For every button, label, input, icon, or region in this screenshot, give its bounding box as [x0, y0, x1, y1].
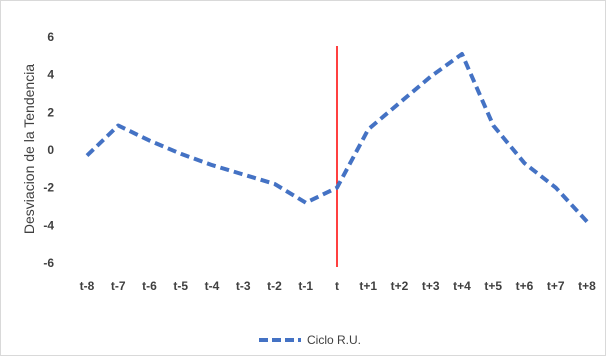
legend-label: Ciclo R.U. — [307, 333, 361, 347]
x-tick-label: t+2 — [391, 279, 409, 293]
y-tick-labels: 6 4 2 0 -2 -4 -6 — [43, 30, 54, 270]
x-tick-label: t-2 — [267, 279, 282, 293]
x-tick-label: t-4 — [205, 279, 220, 293]
x-tick-label: t-5 — [173, 279, 188, 293]
y-tick-label: -6 — [43, 256, 54, 270]
x-tick-label: t-8 — [80, 279, 95, 293]
x-tick-label: t — [335, 279, 339, 293]
y-tick-label: -2 — [43, 181, 54, 195]
x-tick-label: t+3 — [422, 279, 440, 293]
x-tick-label: t+7 — [547, 279, 565, 293]
x-tick-label: t+4 — [453, 279, 471, 293]
y-tick-label: 2 — [47, 105, 54, 119]
y-tick-label: 0 — [47, 143, 54, 157]
x-tick-labels: t-8 t-7 t-6 t-5 t-4 t-3 t-2 t-1 t t+1 t+2 t+3 t+4 t+5… — [80, 279, 596, 293]
x-tick-label: t-3 — [236, 279, 251, 293]
x-tick-label: t+1 — [359, 279, 377, 293]
x-tick-label: t-7 — [111, 279, 126, 293]
legend: Ciclo R.U. — [259, 333, 361, 347]
y-tick-label: -4 — [43, 218, 54, 232]
y-tick-label: 6 — [47, 30, 54, 44]
x-tick-label: t-1 — [298, 279, 313, 293]
x-tick-label: t+6 — [516, 279, 534, 293]
y-axis-title: Desviacion de la Tendencia — [21, 64, 37, 234]
x-tick-label: t+5 — [484, 279, 502, 293]
series-line-ciclo-ru — [85, 52, 589, 223]
x-tick-label: t-6 — [142, 279, 157, 293]
y-tick-label: 4 — [47, 68, 54, 82]
x-tick-label: t+8 — [578, 279, 596, 293]
